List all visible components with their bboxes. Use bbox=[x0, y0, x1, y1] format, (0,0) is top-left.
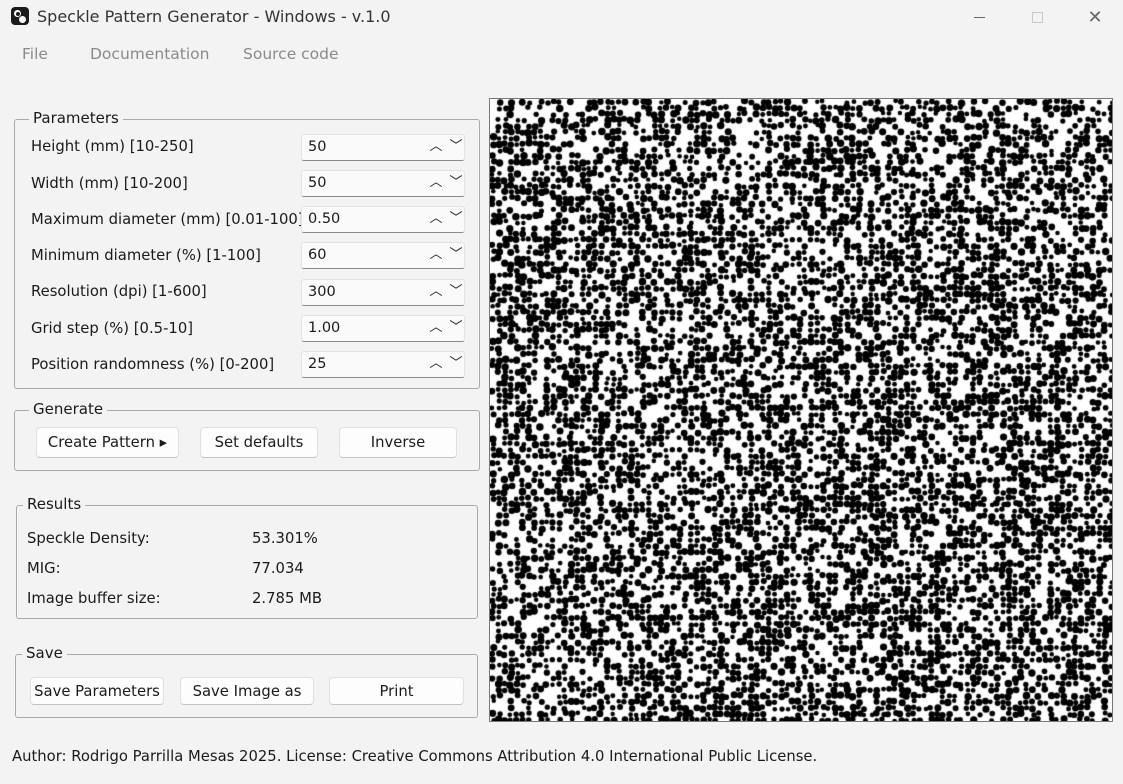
max-diameter-value[interactable]: 0.50 bbox=[308, 211, 341, 227]
width-label: Width (mm) [10-200] bbox=[31, 175, 188, 192]
create-pattern-button[interactable]: Create Pattern ▸ bbox=[36, 427, 179, 458]
height-label: Height (mm) [10-250] bbox=[31, 138, 194, 155]
results-group-title: Results bbox=[23, 495, 86, 513]
inverse-button[interactable]: Inverse bbox=[339, 427, 457, 458]
save-group: Save Save Parameters Save Image as Print bbox=[15, 644, 478, 718]
resolution-spinbox[interactable]: 300 ︿ ﹀ bbox=[301, 279, 465, 306]
chevron-down-icon[interactable]: ﹀ bbox=[449, 247, 463, 262]
width-value[interactable]: 50 bbox=[308, 175, 327, 191]
minimize-icon bbox=[973, 16, 985, 18]
mig-label: MIG: bbox=[27, 560, 61, 577]
chevron-up-icon[interactable]: ︿ bbox=[429, 211, 443, 226]
speckle-pattern-canvas bbox=[490, 99, 1112, 721]
chevron-down-icon[interactable]: ﹀ bbox=[449, 284, 463, 299]
chevron-down-icon[interactable]: ﹀ bbox=[449, 356, 463, 371]
grid-step-spinbox[interactable]: 1.00 ︿ ﹀ bbox=[301, 315, 465, 342]
generate-group-title: Generate bbox=[29, 400, 108, 418]
save-group-title: Save bbox=[22, 644, 67, 662]
maximize-button[interactable] bbox=[1008, 0, 1066, 34]
max-diameter-label: Maximum diameter (mm) [0.01-100] bbox=[31, 211, 304, 228]
license-footer: Author: Rodrigo Parrilla Mesas 2025. Lic… bbox=[12, 748, 818, 765]
image-buffer-size-value: 2.785 MB bbox=[252, 590, 322, 607]
speckle-density-label: Speckle Density: bbox=[27, 530, 150, 547]
position-randomness-label: Position randomness (%) [0-200] bbox=[31, 356, 275, 373]
app-icon bbox=[11, 7, 29, 25]
window-title: Speckle Pattern Generator - Windows - v.… bbox=[37, 7, 391, 26]
generate-group: Generate Create Pattern ▸ Set defaults I… bbox=[14, 400, 480, 471]
height-spinbox[interactable]: 50 ︿ ﹀ bbox=[301, 134, 465, 161]
minimize-button[interactable] bbox=[950, 0, 1008, 34]
menu-documentation[interactable]: Documentation bbox=[90, 45, 210, 63]
grid-step-value[interactable]: 1.00 bbox=[308, 320, 341, 336]
chevron-down-icon[interactable]: ﹀ bbox=[449, 211, 463, 226]
chevron-up-icon[interactable]: ︿ bbox=[429, 247, 443, 262]
save-parameters-button[interactable]: Save Parameters bbox=[30, 677, 164, 705]
position-randomness-spinbox[interactable]: 25 ︿ ﹀ bbox=[301, 351, 465, 378]
title-bar: Speckle Pattern Generator - Windows - v.… bbox=[0, 0, 1123, 34]
chevron-up-icon[interactable]: ︿ bbox=[429, 356, 443, 371]
parameters-group: Parameters Height (mm) [10-250] 50 ︿ ﹀ W… bbox=[14, 109, 480, 389]
save-image-button[interactable]: Save Image as bbox=[180, 677, 314, 705]
close-icon: ✕ bbox=[1087, 6, 1103, 28]
maximize-icon bbox=[1031, 11, 1043, 23]
max-diameter-spinbox[interactable]: 0.50 ︿ ﹀ bbox=[301, 206, 465, 233]
set-defaults-button[interactable]: Set defaults bbox=[200, 427, 318, 458]
chevron-down-icon[interactable]: ﹀ bbox=[449, 320, 463, 335]
chevron-up-icon[interactable]: ︿ bbox=[429, 320, 443, 335]
menu-source-code[interactable]: Source code bbox=[243, 45, 339, 63]
chevron-down-icon[interactable]: ﹀ bbox=[449, 139, 463, 154]
mig-value: 77.034 bbox=[252, 560, 304, 577]
min-diameter-label: Minimum diameter (%) [1-100] bbox=[31, 247, 261, 264]
grid-step-label: Grid step (%) [0.5-10] bbox=[31, 320, 194, 337]
chevron-up-icon[interactable]: ︿ bbox=[429, 139, 443, 154]
chevron-up-icon[interactable]: ︿ bbox=[429, 284, 443, 299]
menu-file[interactable]: File bbox=[22, 45, 48, 63]
print-button[interactable]: Print bbox=[329, 677, 464, 705]
resolution-value[interactable]: 300 bbox=[308, 284, 336, 300]
speckle-pattern-image bbox=[489, 98, 1113, 722]
close-button[interactable]: ✕ bbox=[1066, 0, 1123, 34]
resolution-label: Resolution (dpi) [1-600] bbox=[31, 283, 207, 300]
height-value[interactable]: 50 bbox=[308, 139, 327, 155]
speckle-density-value: 53.301% bbox=[252, 530, 318, 547]
min-diameter-value[interactable]: 60 bbox=[308, 247, 327, 263]
position-randomness-value[interactable]: 25 bbox=[308, 356, 327, 372]
chevron-up-icon[interactable]: ︿ bbox=[429, 175, 443, 190]
parameters-group-title: Parameters bbox=[29, 109, 123, 127]
image-buffer-size-label: Image buffer size: bbox=[27, 590, 161, 607]
results-group: Results Speckle Density: 53.301% MIG: 77… bbox=[16, 495, 478, 619]
min-diameter-spinbox[interactable]: 60 ︿ ﹀ bbox=[301, 242, 465, 269]
width-spinbox[interactable]: 50 ︿ ﹀ bbox=[301, 170, 465, 197]
chevron-down-icon[interactable]: ﹀ bbox=[449, 175, 463, 190]
